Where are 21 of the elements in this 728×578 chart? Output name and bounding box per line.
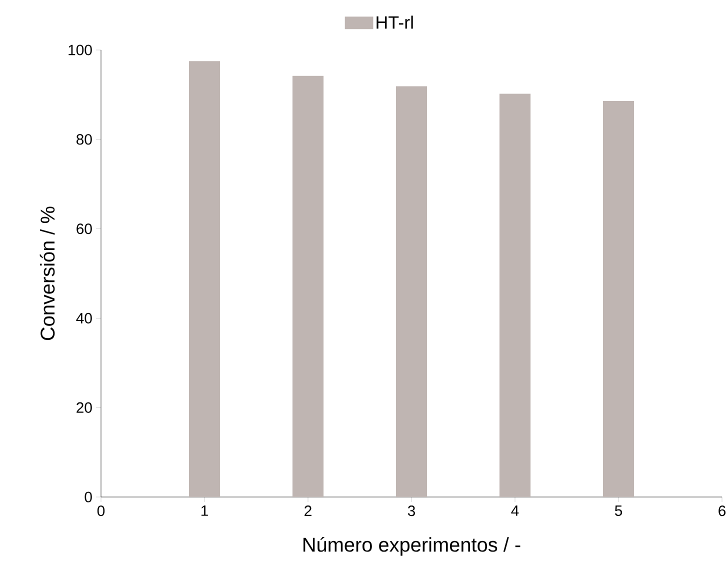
x-tick-label: 0 [97,506,105,516]
x-tick-label: 2 [304,506,312,516]
y-axis-title: Conversión / % [40,206,55,340]
bar [292,76,324,497]
y-tick-label: 20 [76,402,92,413]
y-tick-label: 80 [76,134,92,145]
x-tick-label: 4 [511,506,519,516]
y-tick-label: 40 [76,312,92,324]
x-axis-title: Número experimentos / - [304,536,520,556]
x-tick-label: 5 [614,506,622,516]
bar [396,86,428,497]
y-tick-label: 60 [76,224,92,234]
x-tick-label: 6 [718,506,726,516]
y-tick-label: 0 [84,492,92,502]
x-tick-label: 3 [408,506,416,516]
legend-label: HT-rl [376,16,413,29]
bar [188,61,220,497]
bar [602,100,634,497]
y-tick-label: 100 [68,44,92,56]
bar [499,94,531,497]
x-tick-label: 1 [201,506,208,516]
